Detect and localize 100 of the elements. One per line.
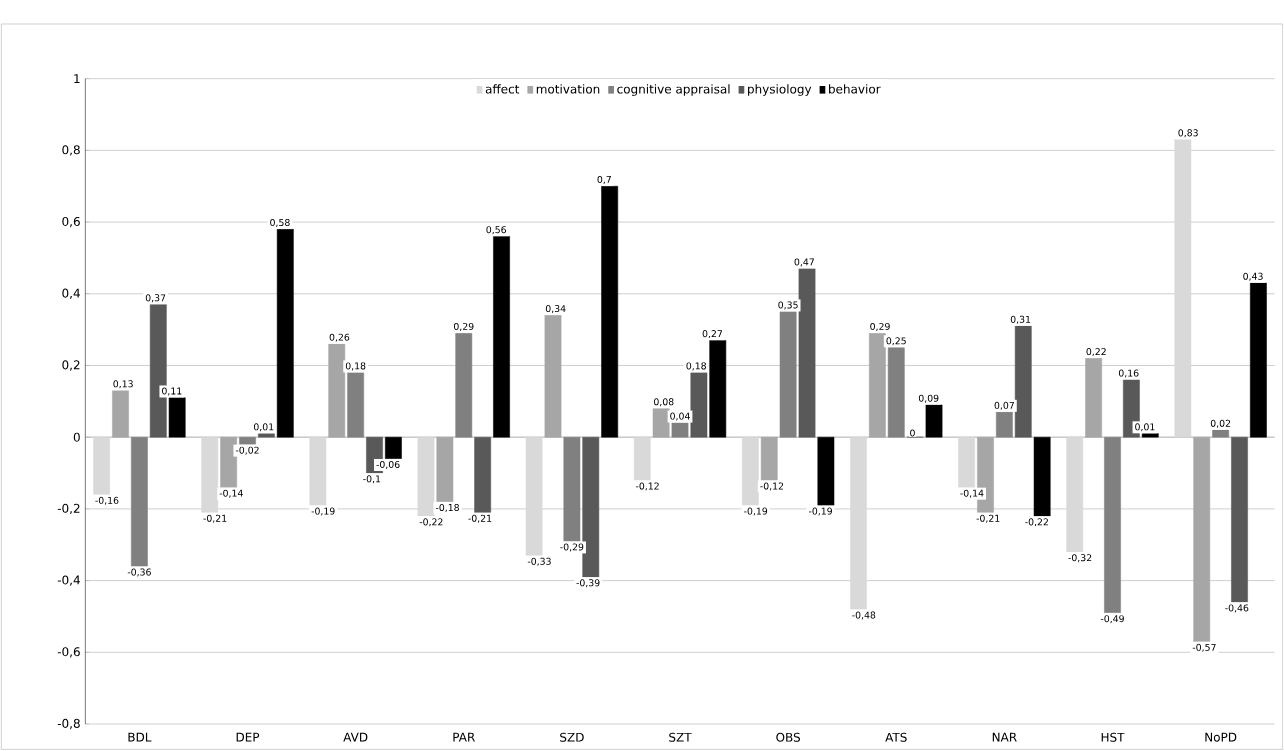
bar [690, 372, 708, 438]
bar [1174, 139, 1192, 438]
bar [601, 186, 619, 438]
data-label: -0,19 [744, 507, 768, 516]
data-label: -0,19 [808, 507, 832, 516]
bar [850, 437, 867, 610]
data-label: -0,36 [127, 568, 151, 577]
data-label: -0,14 [960, 489, 984, 498]
data-label: -0,46 [1225, 604, 1249, 613]
x-tick-label: SZT [669, 732, 692, 742]
data-label: -0,12 [635, 482, 659, 491]
x-tick-label: ATS [885, 732, 907, 742]
bar [1141, 433, 1159, 438]
bar [1212, 429, 1229, 438]
bar [709, 340, 727, 438]
data-label: 0,26 [329, 333, 350, 342]
bar [168, 397, 186, 438]
legend-label: affect [485, 84, 520, 94]
bar [93, 437, 110, 495]
data-label: 0,34 [545, 305, 566, 314]
bar [131, 437, 148, 567]
x-tick-label: DEP [236, 732, 260, 742]
data-label: 0,7 [597, 176, 611, 185]
bar [1104, 437, 1121, 614]
x-tick-label: PAR [453, 732, 475, 742]
bar [455, 333, 473, 438]
y-tick-label: 1 [74, 74, 80, 84]
data-label: -0,1 [363, 475, 381, 484]
data-label: 0,16 [1118, 369, 1139, 378]
data-label: 0,83 [1178, 129, 1198, 138]
legend-label: cognitive appraisal [617, 84, 730, 97]
bar [996, 411, 1013, 438]
bar [474, 437, 492, 513]
bar [1033, 437, 1051, 517]
data-label: 0,18 [345, 362, 366, 371]
data-label: -0,33 [527, 557, 551, 566]
data-label: -0,32 [1068, 554, 1092, 563]
data-label: -0,21 [976, 514, 1000, 523]
bar [671, 422, 689, 438]
x-tick-label: HST [1101, 732, 1125, 742]
bar [798, 268, 816, 438]
y-tick-label: 0,4 [62, 288, 80, 300]
data-label: -0,22 [419, 518, 443, 527]
data-label: 0,29 [870, 323, 890, 332]
x-tick-label: SZD [560, 732, 584, 742]
data-label: 0,08 [654, 398, 674, 407]
data-label: 0 [910, 429, 915, 437]
legend-label: behavior [829, 84, 881, 94]
data-label: 0,25 [886, 337, 906, 346]
y-tick-label: -0,2 [57, 503, 80, 515]
data-label: 0,13 [113, 380, 133, 389]
data-label: 0,35 [778, 301, 798, 310]
bar [347, 372, 365, 438]
data-label: 0,07 [994, 401, 1014, 410]
data-label: 0,43 [1243, 272, 1263, 281]
y-tick-label: 0 [73, 432, 80, 442]
legend-label: motivation [536, 84, 600, 94]
data-label: 0,18 [686, 362, 706, 371]
bar [887, 347, 905, 438]
y-tick-label: 0,6 [62, 217, 80, 228]
bar [1014, 325, 1032, 438]
data-label: -0,14 [219, 489, 243, 498]
data-label: -0,21 [468, 514, 492, 523]
data-label: -0,29 [560, 543, 584, 552]
bar [1066, 437, 1084, 553]
data-label: 0,58 [270, 219, 290, 228]
data-label: -0,48 [852, 611, 876, 620]
bar [417, 437, 435, 517]
data-label: 0,56 [486, 226, 506, 235]
legend-label: physiology [748, 84, 812, 97]
data-label: -0,57 [1192, 643, 1216, 652]
data-label: 0,29 [453, 323, 474, 332]
bar [633, 437, 651, 481]
bar [563, 437, 581, 542]
bar [1231, 437, 1248, 603]
data-label: 0,27 [702, 330, 723, 339]
y-tick-label: -0,4 [57, 575, 80, 586]
data-label: -0,06 [376, 461, 400, 470]
bar [779, 311, 797, 438]
data-label: 0,04 [670, 412, 690, 421]
bar [958, 437, 975, 488]
x-tick-label: BDL [128, 732, 152, 742]
x-tick-label: NAR [992, 732, 1017, 742]
bar [925, 404, 943, 438]
y-tick-label: 0,2 [62, 360, 80, 371]
data-label: -0,21 [203, 514, 227, 523]
data-label: -0,49 [1100, 615, 1124, 624]
y-tick-label: -0,8 [57, 719, 80, 730]
data-label: 0,01 [1135, 423, 1155, 432]
data-label: 0,02 [1210, 419, 1231, 428]
data-label: 0,01 [253, 423, 274, 432]
x-tick-label: OBS [776, 732, 800, 742]
data-label: -0,18 [435, 504, 459, 513]
x-tick-label: AVD [343, 732, 368, 742]
data-label: 0,11 [162, 387, 182, 396]
data-label: 0,47 [794, 258, 814, 267]
bar [385, 437, 402, 460]
data-label: 0,37 [145, 294, 166, 303]
y-tick-label: 0,8 [62, 145, 80, 156]
data-label: 0,22 [1086, 348, 1106, 357]
